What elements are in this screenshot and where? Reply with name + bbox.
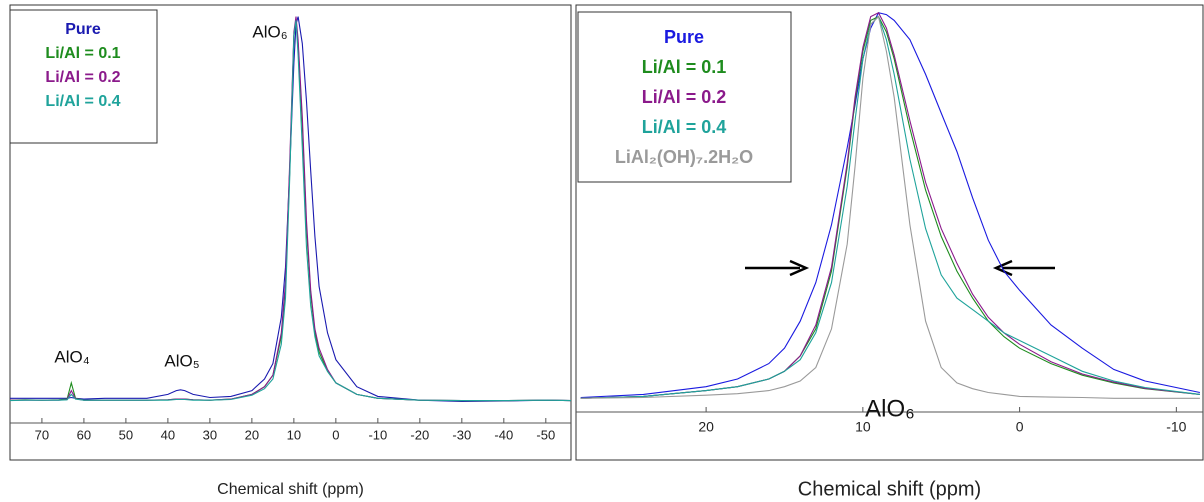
peak-annotation: AlO₆ xyxy=(252,22,287,41)
legend-entry: Li/Al = 0.1 xyxy=(642,57,727,77)
legend-entry: Li/Al = 0.2 xyxy=(642,87,727,107)
x-tick-label: 10 xyxy=(855,419,871,435)
x-tick-label: 20 xyxy=(245,427,259,442)
x-tick-label: -10 xyxy=(368,427,387,442)
x-tick-label: -10 xyxy=(1166,419,1186,435)
legend-entry: Li/Al = 0.4 xyxy=(642,117,727,137)
x-tick-label: 20 xyxy=(698,419,714,435)
legend-entry: Pure xyxy=(664,27,704,47)
legend-entry: LiAl₂(OH)₇.2H₂O xyxy=(615,147,753,167)
x-tick-label: -50 xyxy=(536,427,555,442)
x-tick-label: 30 xyxy=(203,427,217,442)
x-tick-label: -20 xyxy=(410,427,429,442)
legend-entry: Li/Al = 0.1 xyxy=(45,45,120,62)
x-tick-label: -40 xyxy=(494,427,513,442)
x-tick-label: 0 xyxy=(332,427,339,442)
x-tick-label: 60 xyxy=(77,427,91,442)
legend-box xyxy=(9,9,158,144)
peak-annotation: AlO₅ xyxy=(164,351,199,370)
legend-entry: Li/Al = 0.4 xyxy=(45,93,120,110)
peak-annotation: AlO₄ xyxy=(54,347,89,366)
x-tick-label: 40 xyxy=(161,427,175,442)
spectrum-line xyxy=(9,20,572,402)
x-tick-label: 0 xyxy=(1016,419,1024,435)
right-frame xyxy=(575,4,1204,461)
spectrum-line xyxy=(580,15,1200,399)
x-tick-label: 70 xyxy=(35,427,49,442)
legend-entry: Pure xyxy=(65,21,101,38)
x-tick-label: -30 xyxy=(452,427,471,442)
legend-entry: Li/Al = 0.2 xyxy=(45,69,120,86)
x-tick-label: 50 xyxy=(119,427,133,442)
x-axis-title: Chemical shift (ppm) xyxy=(217,481,364,498)
left-frame xyxy=(9,4,572,461)
legend-box xyxy=(577,11,792,183)
peak-annotation: AlO₆ xyxy=(865,395,915,422)
arrow-right xyxy=(992,259,1055,277)
arrow-left xyxy=(745,259,810,277)
x-tick-label: 10 xyxy=(287,427,301,442)
x-axis-title: Chemical shift (ppm) xyxy=(798,478,981,500)
spectrum-line xyxy=(580,12,1201,399)
spectrum-line xyxy=(580,15,1200,399)
